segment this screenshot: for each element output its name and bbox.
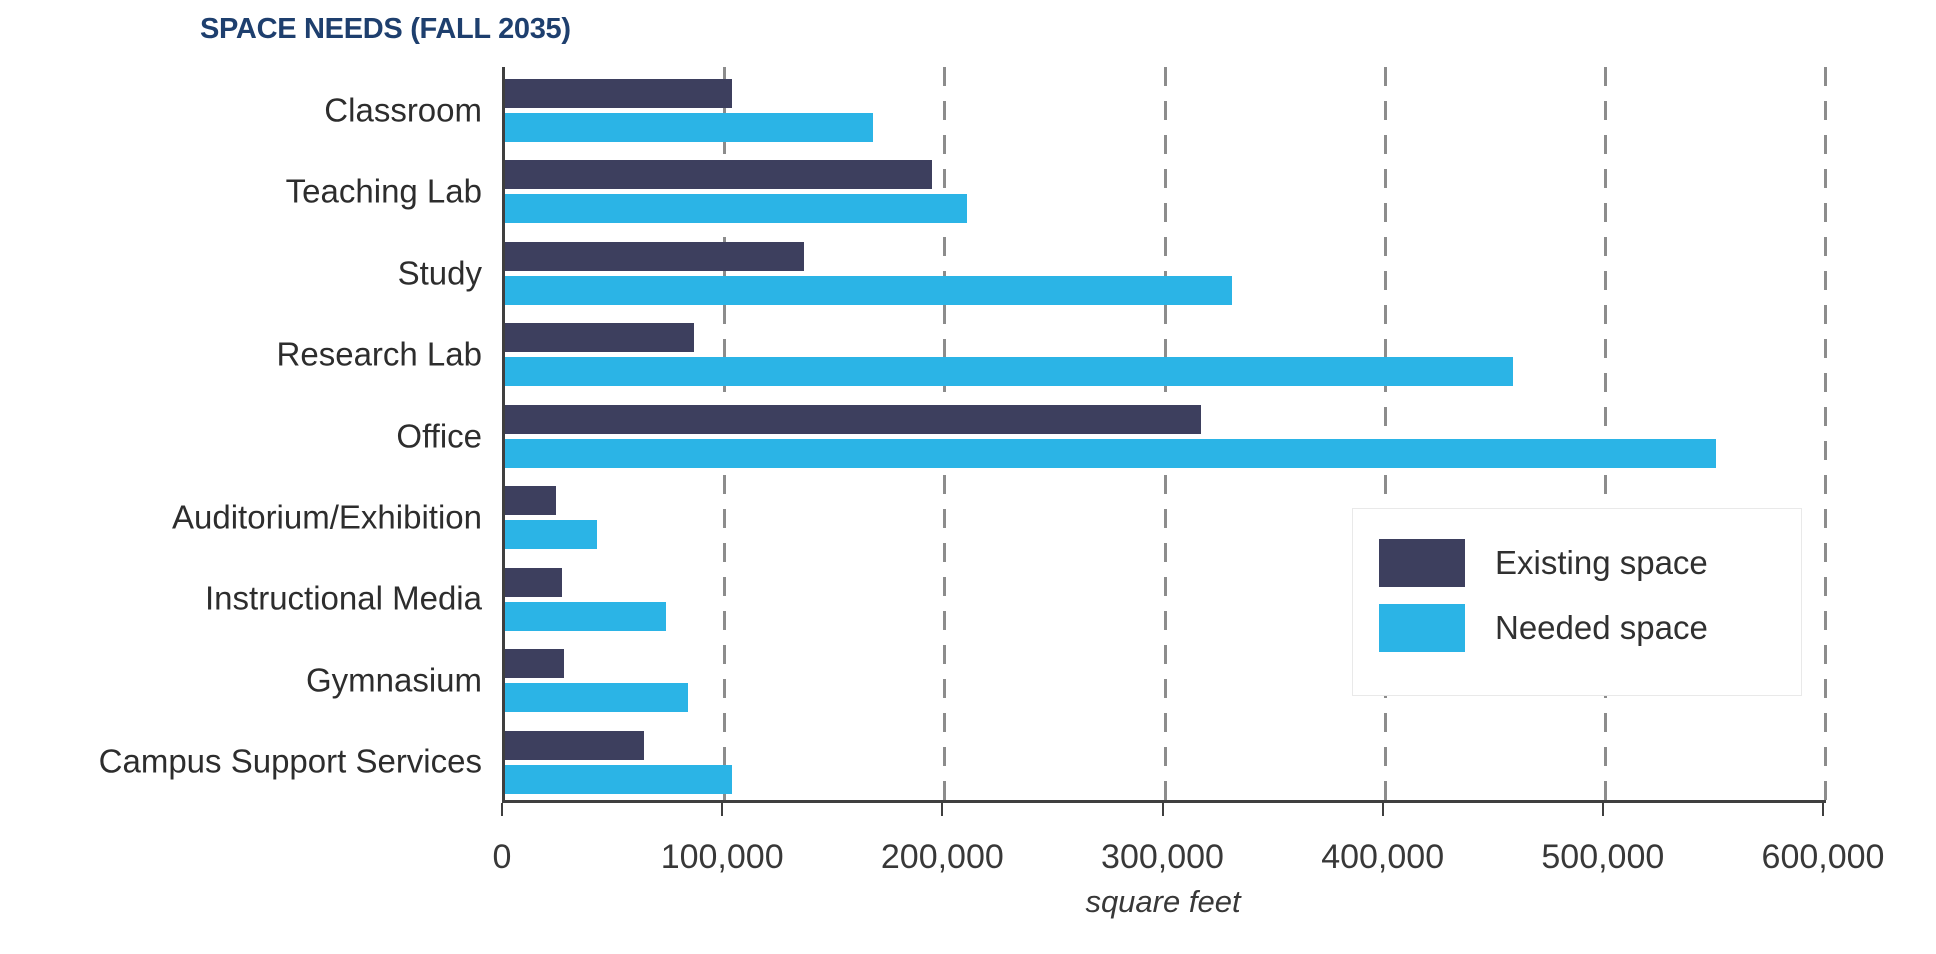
category-label-teaching-lab: Teaching Lab (285, 172, 482, 210)
category-label-auditorium-exhibition: Auditorium/Exhibition (172, 498, 482, 536)
category-label-campus-support-services: Campus Support Services (98, 742, 482, 780)
category-label-classroom: Classroom (324, 91, 482, 129)
bar-needed-teaching-lab (505, 194, 968, 224)
category-label-instructional-media: Instructional Media (205, 579, 482, 617)
bar-needed-gymnasium (505, 683, 688, 713)
x-tick-500000 (1601, 803, 1604, 816)
bar-needed-research-lab (505, 357, 1514, 387)
category-label-gymnasium: Gymnasium (305, 661, 482, 699)
x-tick-label-0: 0 (492, 838, 512, 876)
plot-area (502, 67, 1827, 803)
bar-needed-study (505, 275, 1232, 305)
x-tick-label-100000: 100,000 (660, 838, 784, 876)
bar-existing-research-lab (505, 323, 695, 353)
x-tick-label-400000: 400,000 (1321, 838, 1445, 876)
x-tick-100000 (721, 803, 724, 816)
x-axis-title: square feet (1085, 884, 1241, 919)
gridline-400000 (1383, 67, 1387, 800)
legend: Existing space Needed space (1352, 508, 1802, 696)
x-tick-200000 (941, 803, 944, 816)
legend-label-needed-space: Needed space (1495, 609, 1708, 646)
bar-needed-campus-support-services (505, 764, 732, 794)
category-label-office: Office (396, 417, 482, 454)
category-label-study: Study (397, 254, 482, 292)
legend-label-existing-space: Existing space (1495, 544, 1708, 581)
legend-swatch-existing-space (1379, 539, 1465, 587)
x-tick-400000 (1381, 803, 1384, 816)
bar-needed-office (505, 438, 1716, 468)
x-tick-label-300000: 300,000 (1101, 838, 1224, 876)
category-axis: Classroom Teaching Lab Study Research Lab Of… (0, 67, 492, 800)
bar-needed-instructional-media (505, 601, 666, 631)
x-tick-0 (501, 803, 503, 816)
x-tick-label-500000: 500,000 (1541, 838, 1665, 876)
bar-existing-teaching-lab (505, 160, 933, 190)
chart-title: SPACE NEEDS (FALL 2035) (200, 13, 571, 45)
bar-existing-office (505, 404, 1201, 434)
x-tick-label-200000: 200,000 (880, 838, 1004, 876)
x-tick-600000 (1822, 803, 1824, 816)
bar-existing-gymnasium (505, 649, 565, 679)
bar-existing-classroom (505, 79, 732, 108)
bar-existing-instructional-media (505, 567, 563, 597)
x-tick-label-600000: 600,000 (1761, 838, 1885, 876)
category-label-research-lab: Research Lab (276, 335, 482, 373)
legend-item-existing-space: Existing space (1379, 539, 1708, 587)
gridline-500000 (1603, 67, 1607, 800)
bar-needed-auditorium-exhibition (505, 520, 598, 550)
gridline-600000 (1824, 67, 1827, 800)
legend-item-needed-space: Needed space (1379, 604, 1708, 652)
bar-existing-auditorium-exhibition (505, 486, 556, 516)
bar-needed-classroom (505, 113, 873, 142)
legend-swatch-needed-space (1379, 604, 1465, 652)
bar-existing-study (505, 241, 805, 271)
x-tick-300000 (1161, 803, 1164, 816)
bar-existing-campus-support-services (505, 730, 644, 760)
